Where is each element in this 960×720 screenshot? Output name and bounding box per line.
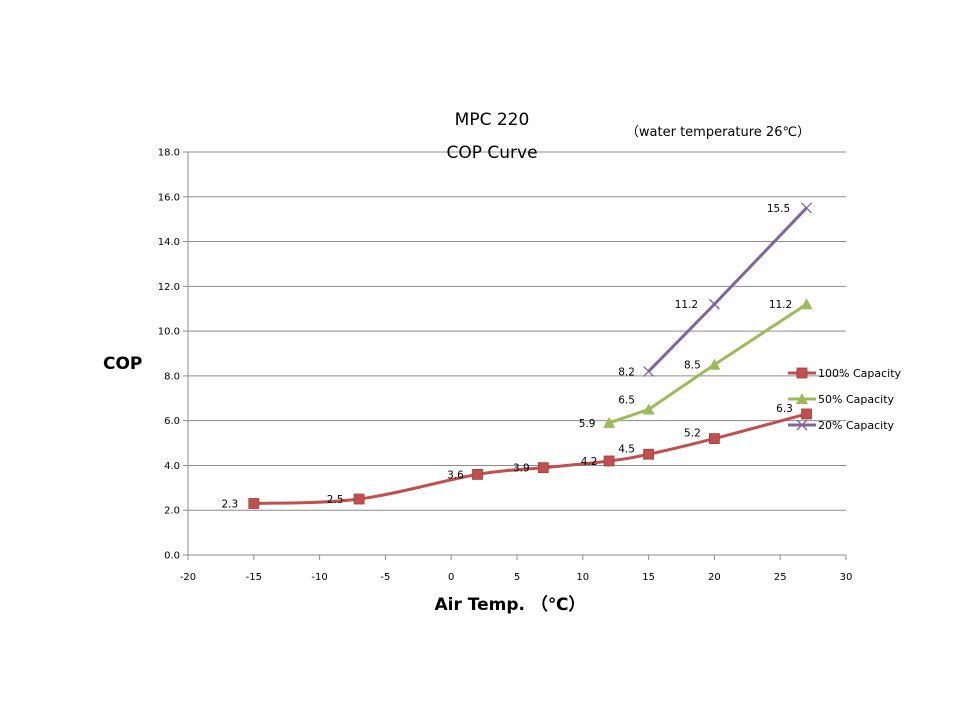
x-tick-label: -20 bbox=[180, 572, 196, 583]
data-point-triangle bbox=[603, 416, 616, 428]
data-point-triangle bbox=[642, 403, 655, 415]
data-point-square bbox=[353, 493, 365, 505]
data-label: 2.3 bbox=[221, 499, 238, 511]
y-tick-label: 10.0 bbox=[158, 327, 180, 338]
y-tick-label: 18.0 bbox=[158, 148, 180, 159]
data-label: 5.9 bbox=[579, 418, 596, 430]
y-tick-label: 6.0 bbox=[164, 416, 180, 427]
data-point-square bbox=[472, 468, 483, 480]
axes: 0.0 2.0 4.0 6.0 8.0 10.0 12.0 14.0 16.0 18.0 -20 -1… bbox=[158, 148, 853, 584]
y-tick-label: 16.0 bbox=[158, 192, 180, 203]
x-tick-label: 25 bbox=[774, 572, 787, 583]
data-label: 4.2 bbox=[581, 456, 598, 468]
data-label: 11.2 bbox=[769, 299, 792, 311]
legend-label: 100% Capacity bbox=[818, 367, 902, 380]
x-tick-label: -10 bbox=[311, 572, 327, 583]
legend-marker bbox=[796, 419, 808, 431]
legend-label: 20% Capacity bbox=[818, 419, 895, 432]
data-label: 8.5 bbox=[684, 360, 701, 372]
data-label: 6.3 bbox=[776, 403, 793, 415]
series-line-2 bbox=[608, 302, 808, 425]
legend-label: 50% Capacity bbox=[818, 393, 895, 406]
data-label: 8.2 bbox=[618, 366, 635, 378]
data-label: 3.9 bbox=[513, 463, 530, 475]
x-tick-label: 30 bbox=[840, 572, 853, 583]
data-point-square bbox=[248, 498, 260, 509]
data-point-square bbox=[603, 455, 615, 467]
data-point-square bbox=[801, 408, 812, 420]
chart-title: MPC 220 bbox=[455, 110, 530, 130]
legend-entry: 20% Capacity bbox=[788, 419, 895, 432]
legend-entry: 100% Capacity bbox=[788, 367, 902, 380]
data-labels: 2.3 2.5 3.6 3.9 4.2 4.5 5.2 6.3 5.9 6.5 8.5 11.2 8.2… bbox=[221, 203, 792, 511]
data-point-triangle bbox=[800, 298, 813, 310]
data-label: 15.5 bbox=[767, 203, 790, 215]
data-point-triangle bbox=[708, 358, 721, 370]
series-lines bbox=[248, 202, 813, 509]
x-tick-label: 0 bbox=[448, 572, 454, 583]
y-tick-label: 4.0 bbox=[164, 461, 180, 472]
y-tick-label: 12.0 bbox=[158, 282, 180, 293]
chart-subtitle: COP Curve bbox=[446, 143, 537, 163]
data-label: 5.2 bbox=[684, 428, 701, 440]
x-tick-label: -15 bbox=[246, 572, 262, 583]
y-tick-label: 2.0 bbox=[164, 506, 180, 517]
x-tick-label: 5 bbox=[514, 572, 520, 583]
x-tick-label: 15 bbox=[642, 572, 655, 583]
x-tick-label: 20 bbox=[708, 572, 721, 583]
x-tick-label: 10 bbox=[576, 572, 589, 583]
series-line-3 bbox=[647, 206, 808, 373]
y-axis-label: COP bbox=[103, 354, 142, 374]
legend-marker bbox=[796, 393, 808, 404]
series-line-1 bbox=[253, 412, 807, 506]
data-label: 2.5 bbox=[327, 494, 344, 506]
data-point-x bbox=[801, 202, 812, 214]
y-tick-label: 14.0 bbox=[158, 237, 180, 248]
legend-entry: 50% Capacity bbox=[788, 393, 895, 406]
data-point-square bbox=[709, 433, 720, 444]
data-label: 6.5 bbox=[618, 394, 635, 406]
chart-annotation: （water temperature 26℃） bbox=[626, 125, 810, 140]
data-label: 11.2 bbox=[675, 299, 698, 311]
data-point-x bbox=[643, 365, 655, 377]
data-label: 3.6 bbox=[447, 469, 464, 481]
y-tick-label: 0.0 bbox=[164, 551, 180, 562]
x-tick-label: -5 bbox=[380, 572, 390, 583]
legend: 100% Capacity 50% Capacity 20% Capacity bbox=[788, 367, 902, 432]
gridlines bbox=[188, 151, 846, 556]
legend-marker bbox=[796, 367, 808, 379]
data-point-x bbox=[708, 298, 720, 310]
data-point-square bbox=[643, 448, 654, 460]
x-axis-label: Air Temp. （℃） bbox=[435, 594, 586, 615]
data-point-square bbox=[537, 462, 549, 474]
y-tick-label: 8.0 bbox=[164, 371, 180, 382]
data-label: 4.5 bbox=[618, 443, 635, 455]
